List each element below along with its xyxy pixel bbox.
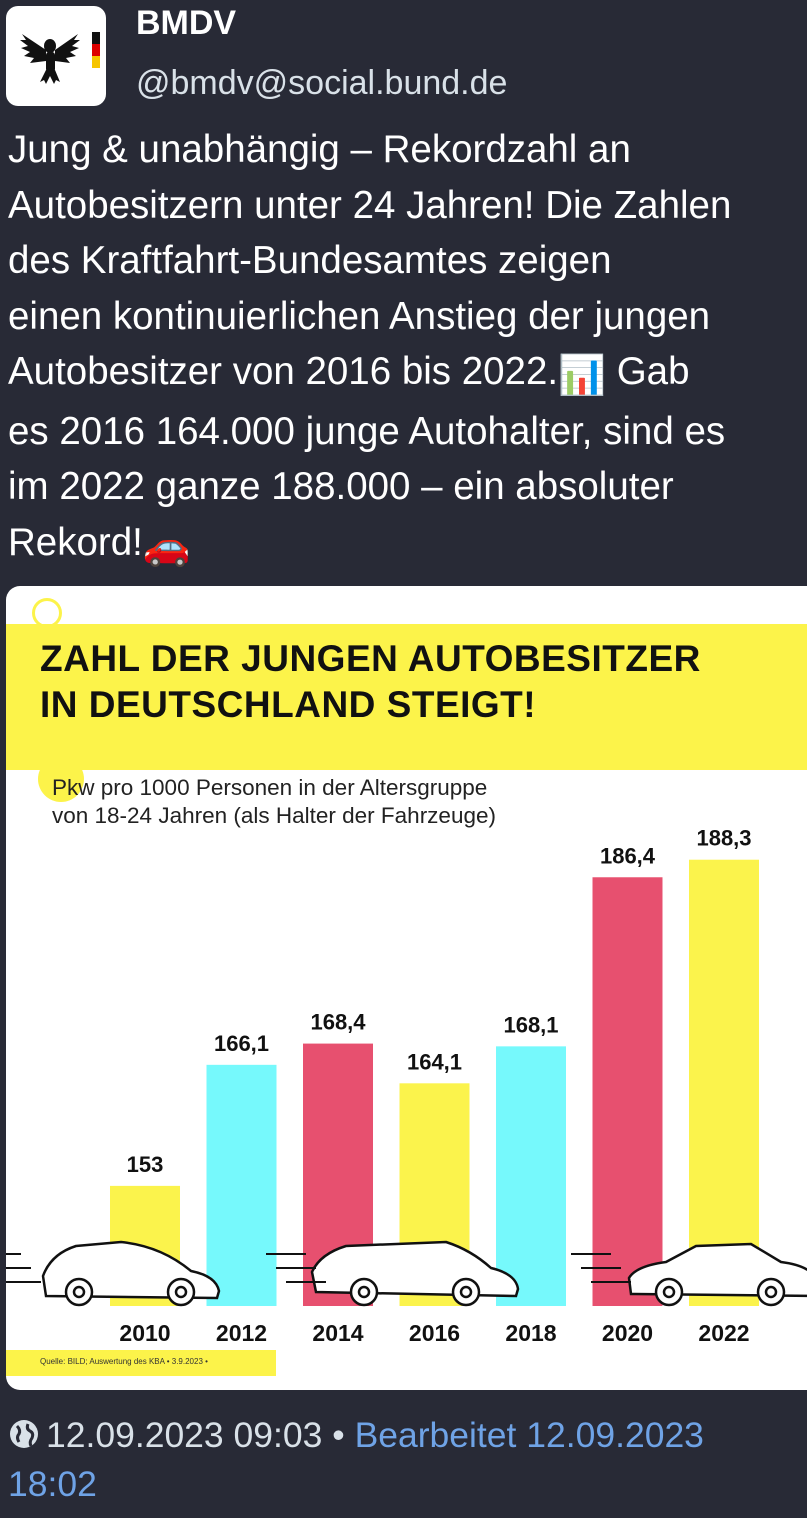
source-band xyxy=(6,1350,276,1376)
federal-eagle-icon xyxy=(20,32,100,84)
x-tick-2018: 2018 xyxy=(505,1320,556,1346)
edited-link[interactable]: Bearbeitet 12.09.2023 18:02 xyxy=(8,1415,704,1504)
car-illustration-2 xyxy=(266,1240,520,1307)
decorative-dot xyxy=(38,756,84,802)
value-label-2020: 186,4 xyxy=(600,843,656,868)
car-illustration-3 xyxy=(571,1242,807,1307)
value-label-2022: 188,3 xyxy=(696,826,751,851)
post-timestamp[interactable]: 12.09.2023 09:03 xyxy=(46,1415,323,1455)
author-name[interactable]: BMDV xyxy=(136,4,237,42)
chart-source: Quelle: BILD; Auswertung des KBA • 3.9.2… xyxy=(40,1357,208,1366)
bar-2020 xyxy=(592,877,663,1306)
x-tick-2016: 2016 xyxy=(409,1320,460,1346)
bar-chart: 153 2010 166,1 2012 168,4 2014 164,1 2016 168,1 2… xyxy=(6,826,807,1346)
value-label-2014: 168,4 xyxy=(310,1010,366,1035)
globe-icon xyxy=(8,1415,40,1461)
post-footer: 12.09.2023 09:03 • Bearbeitet 12.09.2023… xyxy=(8,1412,798,1507)
author-handle[interactable]: @bmdv@social.bund.de xyxy=(136,64,508,102)
car-illustration-1 xyxy=(6,1240,221,1307)
footer-separator: • xyxy=(332,1415,345,1455)
value-label-2018: 168,1 xyxy=(503,1012,558,1037)
post-text-part-1: Jung & unabhängig – Rekordzahl an Autobe… xyxy=(8,128,732,393)
bar-2012 xyxy=(206,1064,277,1306)
x-tick-2022: 2022 xyxy=(698,1320,749,1346)
avatar[interactable] xyxy=(6,6,106,106)
x-tick-2014: 2014 xyxy=(312,1320,363,1346)
media-attachment[interactable]: ZAHL DER JUNGEN AUTOBESITZER IN DEUTSCHL… xyxy=(6,586,807,1390)
post-text: Jung & unabhängig – Rekordzahl an Autobe… xyxy=(8,122,807,574)
chart-headline: ZAHL DER JUNGEN AUTOBESITZER IN DEUTSCHL… xyxy=(40,638,701,725)
x-tick-2012: 2012 xyxy=(216,1320,267,1346)
value-label-2016: 164,1 xyxy=(407,1049,462,1074)
value-label-2012: 166,1 xyxy=(214,1031,269,1056)
chart-subtitle: Pkw pro 1000 Personen in der Altersgrupp… xyxy=(52,775,496,828)
bar-chart-emoji-icon: 📊 xyxy=(558,354,607,397)
car-emoji-icon: 🚗 xyxy=(142,524,191,568)
bar-2018 xyxy=(496,1046,566,1306)
x-tick-2020: 2020 xyxy=(602,1320,653,1346)
post-text-part-2: Gab es 2016 164.000 junge Autohalter, si… xyxy=(8,350,726,564)
x-tick-2010: 2010 xyxy=(119,1320,170,1346)
headline-band xyxy=(6,624,807,770)
value-label-2010: 153 xyxy=(127,1152,164,1177)
bar-2022 xyxy=(689,859,759,1306)
